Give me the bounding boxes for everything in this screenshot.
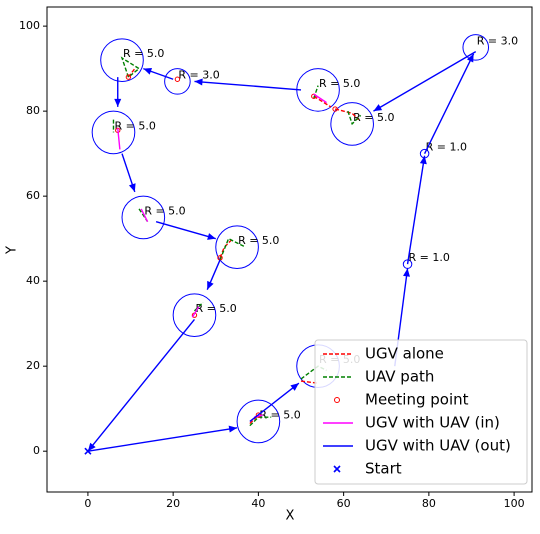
arrowhead: [143, 68, 153, 75]
range-circle: [172, 293, 217, 337]
plot-frame: [46, 6, 533, 493]
y-tick-label: 0: [33, 444, 40, 457]
y-axis-label: Y: [5, 246, 20, 255]
range-circle: [91, 110, 136, 155]
range-circle: [330, 102, 374, 146]
arrowhead: [419, 155, 427, 165]
circle-label: R = 1.0: [409, 251, 450, 264]
y-tick-label: 100: [19, 19, 40, 32]
start-marker: [84, 447, 92, 455]
series-line: [87, 51, 477, 452]
x-axis-label: X: [286, 509, 295, 524]
legend: UGV alone UAV path Meeting point UGV with U…: [314, 339, 528, 485]
meeting-point: [332, 106, 338, 112]
series-line: [117, 93, 327, 418]
circle-label: R = 3.0: [477, 34, 518, 47]
range-circle: [121, 195, 166, 240]
x-tick-label: 100: [504, 497, 525, 510]
arrowhead: [466, 53, 474, 63]
circle-label: R = 5.0: [319, 77, 360, 90]
range-circle: [236, 399, 281, 444]
legend-swatch: [334, 397, 340, 403]
meeting-point: [174, 76, 181, 82]
arrowhead: [194, 78, 203, 86]
y-tick-label: 40: [26, 274, 40, 287]
x-tick-label: 20: [166, 497, 180, 510]
arrowhead: [403, 268, 410, 277]
circle-label: R = 3.0: [178, 68, 219, 81]
legend-box: [314, 339, 528, 485]
range-circle: [100, 38, 144, 82]
x-tick-label: 0: [84, 497, 91, 510]
circle-label: R = 5.0: [123, 47, 164, 60]
legend-label: UAV path: [365, 368, 434, 386]
circle-label: R = 5.0: [195, 302, 236, 315]
x-tick-label: 40: [251, 497, 265, 510]
legend-label: UGV with UAV (out): [365, 437, 511, 455]
y-tick-label: 80: [26, 104, 40, 117]
arrowhead: [114, 98, 122, 107]
legend-label: Start: [365, 460, 402, 478]
x-tick-label: 60: [337, 497, 351, 510]
arrowhead: [207, 280, 214, 290]
arrowhead: [128, 183, 136, 192]
range-circle: [462, 34, 490, 61]
range-circle: [164, 68, 191, 95]
legend-label: Meeting point: [365, 391, 469, 409]
x-tick-label: 80: [422, 497, 436, 510]
circle-label: R = 5.0: [114, 119, 155, 132]
circle-label: R = 5.0: [238, 234, 279, 247]
arrowhead: [290, 383, 299, 391]
legend-swatch: [333, 465, 341, 473]
range-circle: [215, 225, 259, 269]
y-tick-label: 20: [26, 359, 40, 372]
circle-label: R = 5.0: [353, 111, 394, 124]
meeting-point: [125, 74, 132, 80]
circle-label: R = 5.0: [259, 408, 300, 421]
legend-label: UGV with UAV (in): [365, 414, 500, 432]
arrowhead: [228, 425, 238, 433]
circle-label: R = 5.0: [144, 204, 185, 217]
y-tick-label: 60: [26, 189, 40, 202]
circle-label: R = 1.0: [426, 141, 467, 154]
arrowhead: [373, 104, 383, 112]
arrowhead: [207, 233, 216, 240]
legend-label: UGV alone: [365, 345, 444, 363]
